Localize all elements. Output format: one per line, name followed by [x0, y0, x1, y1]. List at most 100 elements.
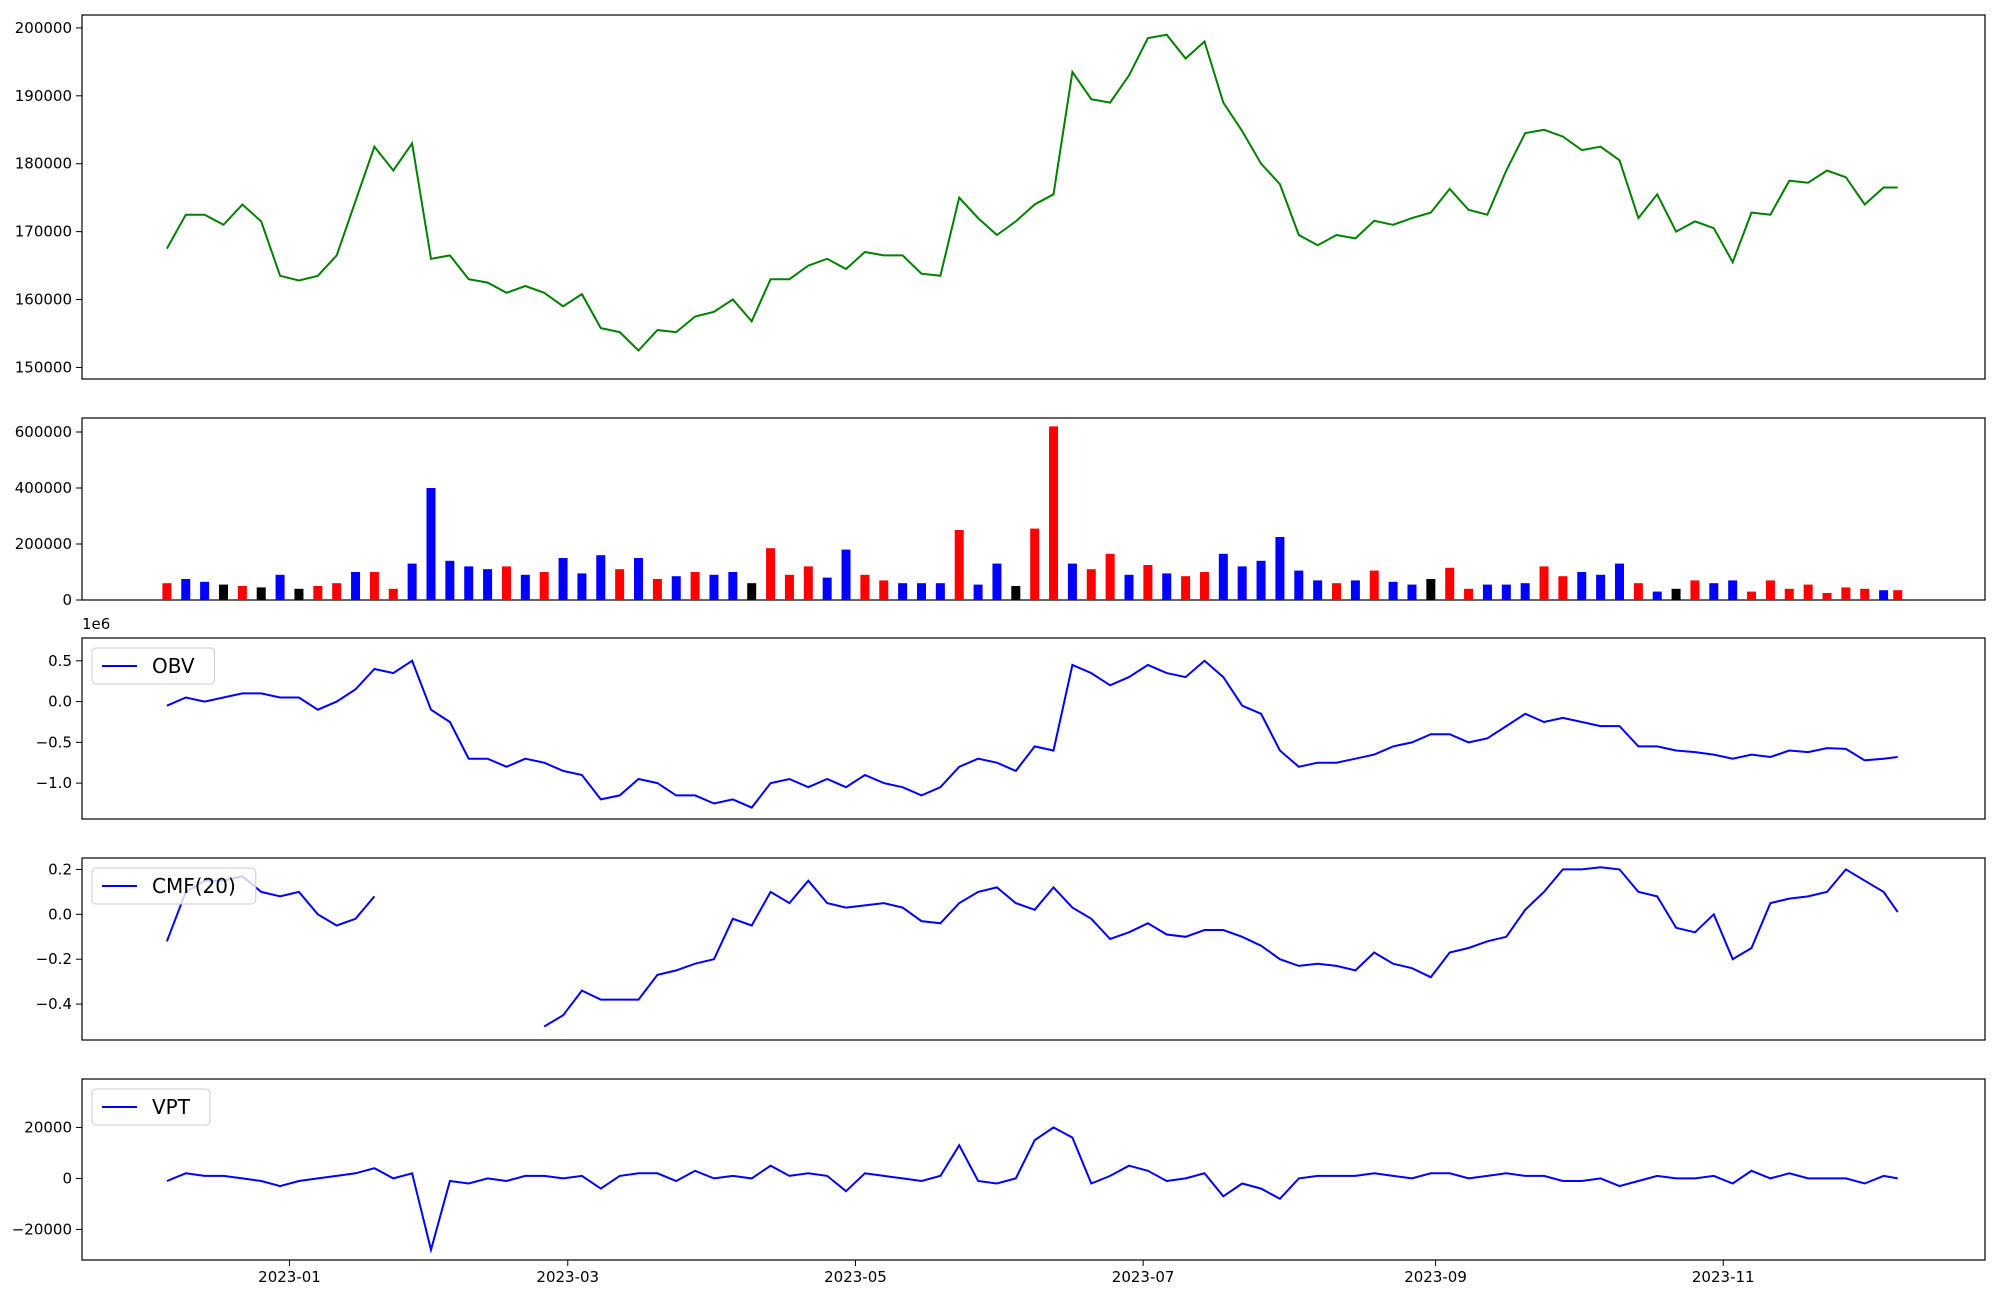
volume-bar [803, 566, 813, 600]
volume-bar [332, 583, 342, 600]
volume-bar [1181, 576, 1191, 600]
volume-bar [483, 569, 493, 600]
y-tick-label: −0.5 [36, 733, 72, 751]
volume-bar [1011, 586, 1021, 600]
x-tick-label: 2023-07 [1112, 1268, 1175, 1286]
legend: VPT [91, 1088, 211, 1126]
y-tick-label: 20000 [24, 1118, 72, 1136]
series-line [166, 659, 1898, 809]
volume-bar [162, 583, 172, 600]
volume-bar [445, 560, 455, 600]
legend: CMF(20) [91, 867, 257, 905]
series-line [166, 33, 1898, 352]
volume-bar [464, 566, 474, 600]
volume-bar [539, 572, 549, 600]
volume-bar [709, 574, 719, 600]
volume-bar [1218, 553, 1228, 600]
volume-bar [1784, 588, 1794, 600]
y-tick-label: 200000 [15, 535, 72, 553]
volume-bar [935, 583, 945, 600]
volume-bar [1388, 581, 1398, 600]
series-line [166, 1126, 1898, 1254]
series-line [165, 866, 1899, 1028]
legend: OBV [91, 647, 216, 685]
volume-bar [1614, 563, 1624, 600]
volume-bar [200, 581, 210, 600]
volume-bar [1369, 570, 1379, 600]
volume-bar [1558, 576, 1568, 600]
volume-bar [1893, 590, 1903, 600]
y-tick-label: 160000 [15, 291, 72, 309]
volume-bar [1539, 566, 1549, 600]
volume-bar [1520, 583, 1530, 600]
volume-bar [822, 577, 832, 600]
y-tick-label: 0.0 [48, 693, 72, 711]
volume-bar [1765, 580, 1775, 600]
y-tick-label: −20000 [12, 1220, 72, 1238]
y-tick-label: 180000 [15, 155, 72, 173]
volume-bar [1199, 572, 1209, 600]
legend-label: CMF(20) [152, 874, 236, 898]
volume-bar [1445, 567, 1455, 600]
legend-box [91, 647, 216, 685]
volume-bar [1294, 570, 1304, 600]
legend-box [91, 1088, 211, 1126]
volume-bar [256, 587, 266, 600]
volume-bar [1067, 563, 1077, 600]
volume-bar [1482, 584, 1492, 600]
y-tick-label: 190000 [15, 87, 72, 105]
volume-bar [520, 574, 530, 600]
volume-bar [671, 576, 681, 600]
legend-label: VPT [152, 1095, 191, 1119]
volume-bar [916, 583, 926, 600]
volume-bar [784, 574, 794, 600]
volume-bar [1709, 583, 1719, 600]
volume-bar [1596, 574, 1606, 600]
y-tick-label: 0.2 [48, 860, 72, 878]
volume-bar [747, 583, 757, 600]
volume-bar [728, 572, 738, 600]
volume-bar [634, 558, 644, 600]
volume-bar [218, 584, 228, 600]
volume-bar [1803, 584, 1813, 600]
volume-bar [860, 574, 870, 600]
x-tick-label: 2023-03 [536, 1268, 599, 1286]
volume-bar [1690, 580, 1700, 600]
volume-bar [596, 555, 606, 600]
volume-bar [558, 558, 568, 600]
volume-bar [954, 530, 964, 600]
y-tick-label: 200000 [15, 19, 72, 37]
volume-bar [501, 566, 511, 600]
legend-box [91, 867, 257, 905]
volume-bar [294, 588, 304, 600]
volume-bar [369, 572, 379, 600]
y-tick-label: 150000 [15, 358, 72, 376]
volume-bar [1049, 426, 1059, 600]
volume-bar [1671, 588, 1681, 600]
y-tick-label: −0.2 [36, 950, 72, 968]
volume-bar [313, 586, 323, 600]
volume-bar [1162, 573, 1172, 600]
volume-bar [181, 579, 191, 600]
volume-bar [1577, 572, 1587, 600]
volume-bar [407, 563, 417, 600]
volume-bar [879, 580, 889, 600]
volume-bar [1030, 528, 1040, 600]
volume-bar [1822, 593, 1832, 600]
volume-bar [1407, 584, 1417, 600]
volume-bar [973, 584, 983, 600]
panel-frame [81, 637, 1986, 820]
volume-bar [351, 572, 361, 600]
volume-bar [1237, 566, 1247, 600]
volume-bar [577, 573, 587, 600]
volume-bar [690, 572, 700, 600]
legend-label: OBV [152, 654, 195, 678]
volume-bar [237, 586, 247, 600]
volume-bar [1501, 584, 1511, 600]
panel-frame [81, 857, 1986, 1041]
volume-bar [1464, 588, 1474, 600]
y-tick-label: 600000 [15, 423, 72, 441]
volume-bar [1426, 579, 1436, 600]
volume-bar [898, 583, 908, 600]
